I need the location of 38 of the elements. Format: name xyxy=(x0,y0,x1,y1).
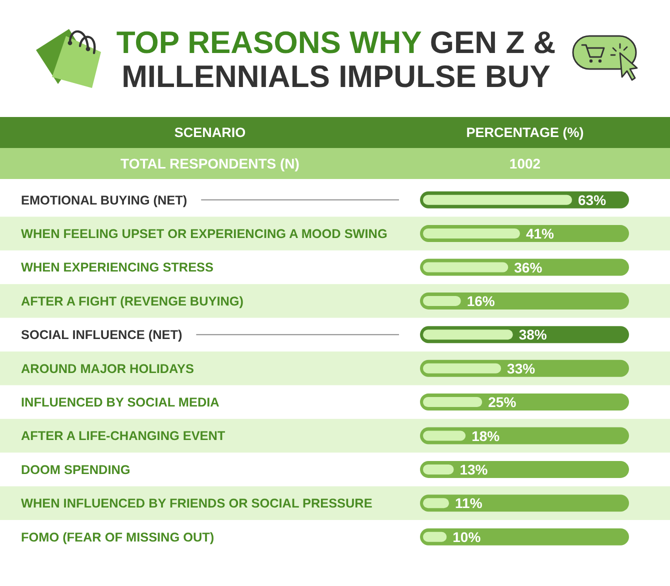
data-label: 25% xyxy=(488,394,517,410)
x-axis-title: PERCENTAGE (%) xyxy=(466,125,584,140)
bar xyxy=(423,363,502,374)
bar xyxy=(423,498,450,508)
data-label: 63% xyxy=(578,192,607,208)
bar xyxy=(423,397,482,408)
bar xyxy=(423,228,520,239)
text: 1002 xyxy=(509,155,541,172)
y-tick-label: WHEN FEELING UPSET OR EXPERIENCING A MOOD SWING xyxy=(21,226,388,241)
chart-title: TOP REASONS WHY GEN Z & MILLENNIALS IMPULSE BUY xyxy=(116,25,556,94)
y-tick-label: FOMO (FEAR OF MISSING OUT) xyxy=(21,530,214,544)
bar xyxy=(423,430,466,441)
data-label: 10% xyxy=(452,528,482,545)
data-label: 11% xyxy=(455,495,483,512)
y-tick-label: EMOTIONAL BUYING (NET) xyxy=(21,193,188,208)
y-tick-label: DOOM SPENDING xyxy=(21,462,130,477)
y-tick-label: WHEN EXPERIENCING STRESS xyxy=(21,260,214,275)
data-label: 38% xyxy=(518,326,548,343)
y-tick-label: SOCIAL INFLUENCE (NET) xyxy=(21,328,182,342)
data-label: 33% xyxy=(507,360,536,376)
bar xyxy=(423,194,572,205)
bar xyxy=(423,532,447,542)
bar xyxy=(423,330,513,340)
bar xyxy=(423,262,508,272)
data-label: 41% xyxy=(526,226,555,242)
y-axis-title: SCENARIO xyxy=(174,125,246,140)
data-label: 16% xyxy=(466,292,496,309)
bar xyxy=(423,464,454,474)
y-tick-label: AFTER A LIFE-CHANGING EVENT xyxy=(21,429,226,444)
y-tick-label: AROUND MAJOR HOLIDAYS xyxy=(21,362,194,376)
data-label: 18% xyxy=(472,428,500,444)
y-tick-label: AFTER A FIGHT (REVENGE BUYING) xyxy=(21,294,244,308)
text: TOTAL RESPONDENTS (N) xyxy=(120,155,300,172)
bar xyxy=(423,296,461,306)
y-tick-label: WHEN INFLUENCED BY FRIENDS OR SOCIAL PRESSURE xyxy=(21,496,372,511)
data-label: 13% xyxy=(460,461,488,478)
y-tick-label: INFLUENCED BY SOCIAL MEDIA xyxy=(21,395,220,410)
data-label: 36% xyxy=(514,259,543,276)
